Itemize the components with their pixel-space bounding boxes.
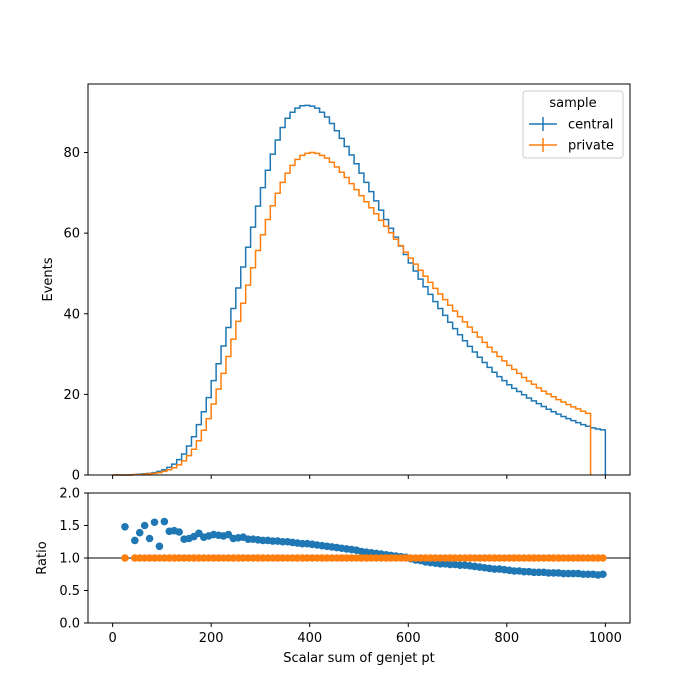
bottom-x-ticks: 0 200 400 600 800 1000 [108,623,622,646]
top-y-tick-label: 60 [63,227,80,242]
ratio-series-group [121,517,607,579]
ratio-point-central [121,523,129,531]
bottom-y-tick-label: 0.0 [59,617,80,632]
bottom-y-tick-label: 0.5 [59,584,80,599]
legend-label-central: central [568,118,613,133]
legend-entry-private: private [529,138,614,154]
histogram-line-central [112,104,607,476]
ratio-point-central [140,521,149,530]
ratio-panel: 0 200 400 600 800 1000 0.00.51.01.52.0 Ratio … [35,487,631,666]
top-y-ticks: 0 20 40 60 80 [63,146,88,484]
histogram-line-private [112,151,592,476]
ratio-point-private [599,554,607,562]
bottom-y-tick-label: 2.0 [59,487,80,502]
bottom-x-tick-label: 200 [199,631,224,646]
ratio-point-central [155,542,164,551]
bottom-x-tick-label: 1000 [589,631,622,646]
legend-entry-central: central [529,117,613,133]
histogram-series-group [112,104,607,476]
top-axes-frame [87,83,631,476]
main-histogram-panel: 0 20 40 60 80 Events sample central private [41,83,631,484]
ratio-point-central [150,518,159,527]
ratio-point-central [135,528,144,537]
bottom-x-tick-label: 400 [297,631,322,646]
ratio-point-central [145,534,154,543]
ratio-point-central [175,528,183,536]
ratio-point-private [121,554,129,562]
top-y-tick-label: 80 [63,146,80,161]
legend-label-private: private [568,139,614,154]
top-y-tick-label: 40 [63,307,80,322]
top-y-tick-label: 20 [63,388,80,403]
legend-box [522,90,624,159]
bottom-x-axis-label: Scalar sum of genjet pt [283,651,435,666]
top-y-axis-label: Events [41,257,56,301]
bottom-x-tick-label: 600 [396,631,421,646]
bottom-x-tick-label: 0 [108,631,116,646]
bottom-x-tick-label: 800 [494,631,519,646]
bottom-y-tick-label: 1.5 [59,519,80,534]
bottom-y-tick-label: 1.0 [59,552,80,567]
ratio-point-central [599,570,607,579]
top-y-tick-label: 0 [72,469,80,484]
ratio-point-central [131,536,139,545]
legend-title: sample [549,96,596,111]
bottom-y-ticks: 0.0 0.5 1.0 1.5 2.0 [59,487,88,632]
bottom-axes-frame [87,492,631,624]
legend: sample central private [522,90,624,159]
top-x-ticks [112,475,606,479]
bottom-y-axis-label: Ratio [35,541,50,574]
ratio-point-central [160,517,169,526]
